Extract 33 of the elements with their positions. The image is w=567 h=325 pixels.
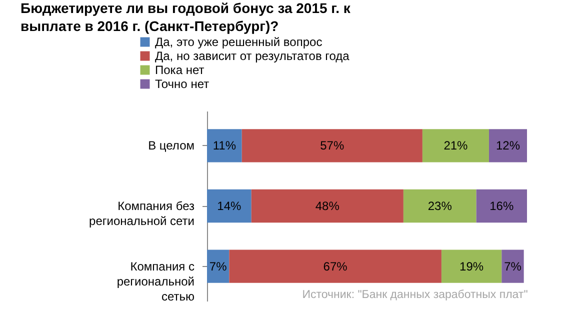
y-tick-label: Компания с региональной сетью	[116, 259, 194, 304]
legend-label: Да, это уже решенный вопрос	[155, 35, 322, 49]
chart-title: Бюджетируете ли вы годовой бонус за 2015 г. к выплате в 2016 г. (Санкт-Петербург)?	[20, 0, 352, 34]
bar	[207, 189, 252, 223]
bar	[229, 250, 442, 283]
legend-label: Да, но зависит от результатов года	[155, 49, 350, 63]
bar	[207, 250, 230, 283]
bar	[441, 250, 502, 283]
legend-label: Точно нет	[155, 77, 210, 91]
bar	[422, 129, 489, 162]
bar	[502, 250, 524, 283]
legend-label: Пока нет	[155, 63, 205, 77]
bar	[242, 129, 422, 162]
data-label: 16%	[490, 199, 514, 213]
annotation: Источник: "Банк данных заработных плат"	[301, 288, 529, 302]
data-label: 23%	[428, 199, 452, 213]
bar	[488, 129, 527, 162]
data-label: 7%	[504, 259, 522, 274]
data-label: 21%	[444, 138, 468, 153]
bar	[207, 129, 242, 162]
data-label: 11%	[212, 138, 236, 153]
data-label: 57%	[320, 138, 344, 153]
data-label: 7%	[209, 259, 228, 274]
y-tick-label: Компания без региональной сети	[89, 199, 195, 228]
data-label: 67%	[323, 259, 348, 274]
bar	[403, 189, 476, 223]
data-label: 12%	[496, 138, 520, 153]
data-label: 14%	[217, 199, 242, 213]
bar	[251, 189, 404, 223]
bar	[476, 189, 527, 223]
y-tick-label: В целом	[148, 138, 194, 153]
data-label: 19%	[460, 259, 484, 274]
data-label: 48%	[315, 199, 340, 213]
